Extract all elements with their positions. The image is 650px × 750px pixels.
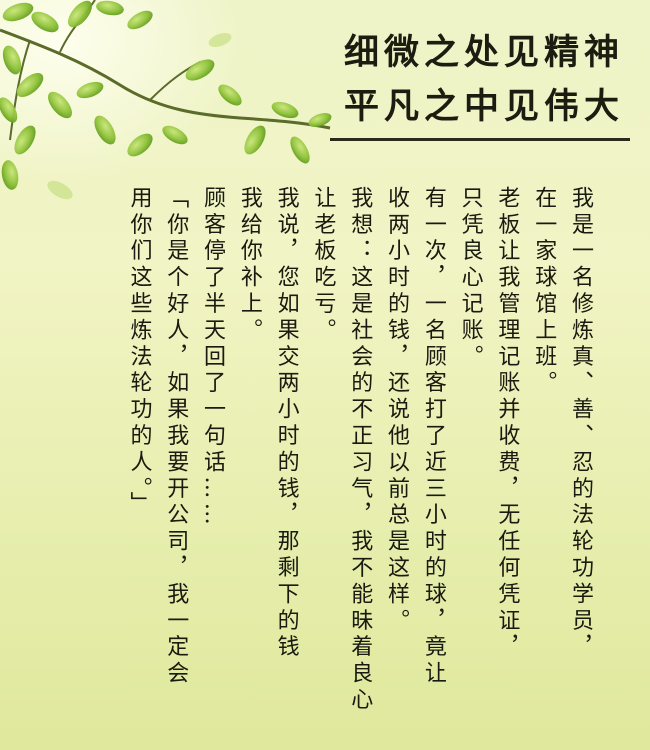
title-underline <box>330 138 630 141</box>
title-line-1: 细微之处见精神 <box>343 32 624 73</box>
text-column: 我是一名修炼真、善、忍的法轮功学员， <box>568 186 593 662</box>
text-column: 我想：这是社会的不正习气，我不能昧着良心 <box>347 186 373 714</box>
title-block: 细微之处见精神 平凡之中见伟大 <box>330 26 630 141</box>
text-column: 我给你补上。 <box>236 186 262 345</box>
text-column: 收两小时的钱，还说他以前总是这样。 <box>384 186 410 635</box>
text-column: 老板让我管理记账并收费，无任何凭证， <box>494 186 520 662</box>
title-line-2: 平凡之中见伟大 <box>343 86 624 127</box>
text-column: 用你们这些炼法轮功的人。」 <box>126 186 152 519</box>
text-column: 顾客停了半天回了一句话…… <box>200 186 226 530</box>
text-column: 「你是个好人，如果我要开公司，我一定会 <box>163 186 189 688</box>
vertical-story-text: 我是一名修炼真、善、忍的法轮功学员， 在一家球馆上班。 老板让我管理记账并收费，… <box>120 186 598 726</box>
text-column: 只凭良心记账。 <box>457 186 483 371</box>
leafy-branch-decoration <box>0 0 332 200</box>
text-column: 在一家球馆上班。 <box>531 186 557 398</box>
text-column: 我说，您如果交两小时的钱，那剩下的钱 <box>273 186 299 662</box>
text-column: 有一次，一名顾客打了近三小时的球，竟让 <box>420 186 446 688</box>
text-column: 让老板吃亏。 <box>310 186 336 345</box>
